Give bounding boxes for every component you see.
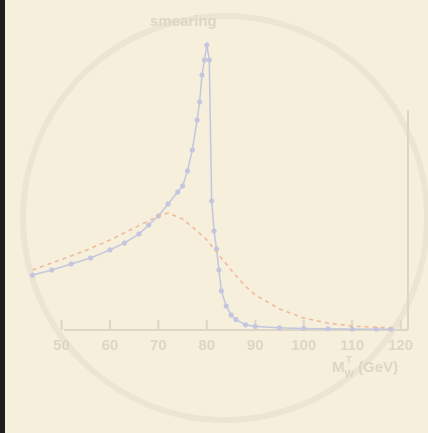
data-point xyxy=(211,228,217,234)
data-point xyxy=(201,57,208,63)
x-tick-label: 50 xyxy=(53,337,70,354)
x-tick-label: 120 xyxy=(388,337,413,354)
data-point xyxy=(87,255,94,261)
data-point xyxy=(29,272,36,278)
data-point xyxy=(196,99,203,105)
data-point xyxy=(301,325,307,332)
x-tick-label: 80 xyxy=(198,337,215,354)
data-point xyxy=(68,261,74,267)
x-tick-label: 90 xyxy=(247,337,264,354)
data-point xyxy=(216,267,222,273)
data-point xyxy=(325,326,331,332)
data-point xyxy=(184,168,191,174)
data-point xyxy=(206,57,212,63)
data-point xyxy=(199,72,205,78)
chart-title: smearing xyxy=(150,13,217,30)
x-tick-label: 60 xyxy=(102,337,119,354)
x-tick-label: 70 xyxy=(150,337,167,354)
data-point xyxy=(175,189,181,195)
data-point xyxy=(180,183,186,189)
data-point xyxy=(107,247,113,253)
data-point xyxy=(121,240,128,246)
data-point xyxy=(349,326,355,332)
data-point xyxy=(252,323,258,329)
x-label-sub: W xyxy=(345,369,355,380)
frame-circle xyxy=(20,13,428,423)
data-point xyxy=(209,198,215,204)
data-point xyxy=(189,147,195,153)
data-point xyxy=(165,201,171,207)
data-point xyxy=(233,316,239,323)
x-label-unit: (GeV) xyxy=(358,359,398,376)
data-point xyxy=(49,267,55,273)
data-point xyxy=(223,303,229,309)
plot-area: 50 60 70 80 90 100 110 120 xyxy=(29,42,413,354)
data-point xyxy=(218,288,224,294)
data-point xyxy=(276,325,283,331)
data-point xyxy=(194,117,200,123)
data-point xyxy=(242,322,249,328)
x-label-sup: T xyxy=(346,355,352,366)
data-point xyxy=(228,312,234,318)
series-line xyxy=(32,212,391,329)
left-border xyxy=(0,0,5,433)
x-tick-label: 100 xyxy=(291,337,316,354)
x-label-main: M xyxy=(332,359,345,376)
data-point xyxy=(146,222,152,228)
x-axis-label: MWT (GeV) xyxy=(332,355,398,380)
x-tick-label: 110 xyxy=(340,337,364,354)
data-point xyxy=(204,42,210,48)
series-line xyxy=(32,44,391,330)
data-point xyxy=(136,231,142,237)
